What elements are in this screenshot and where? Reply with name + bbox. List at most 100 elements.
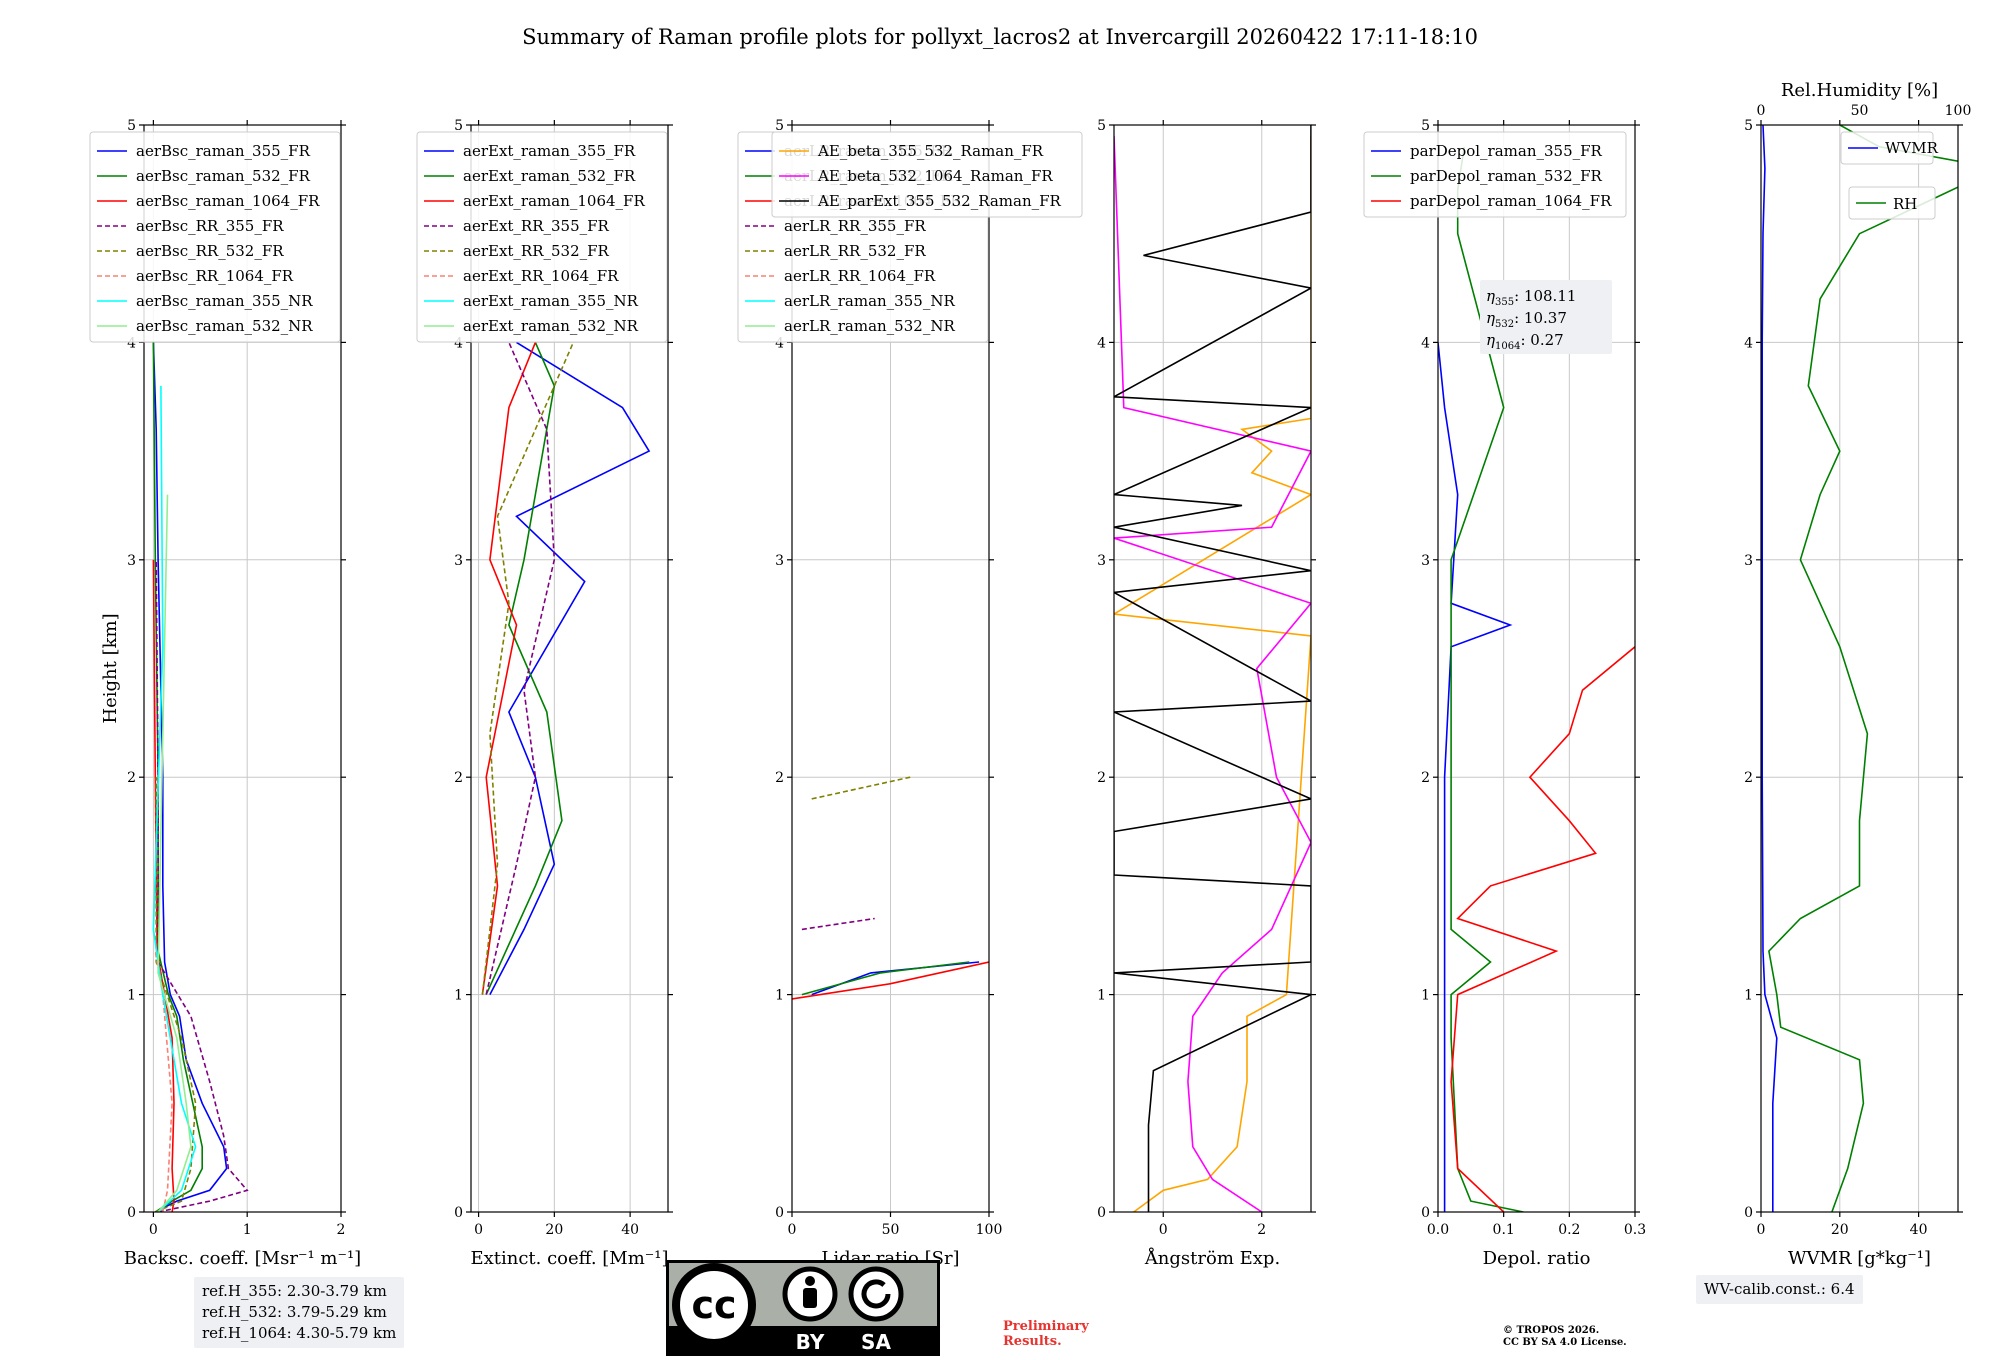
xtick-label-1: 20 bbox=[545, 1222, 563, 1238]
ytick-label-2: 2 bbox=[127, 770, 136, 786]
panel-backscatter: 0 1 2 3 4 5 0 1 2 Backsc. coeff. [Msr⁻¹ m⁻¹] Heigh… bbox=[89, 118, 361, 1269]
legend-label-parDepol_raman_1064_FR: parDepol_raman_1064_FR bbox=[1410, 192, 1612, 210]
ytick-label-4: 4 bbox=[1744, 335, 1753, 351]
series-aerLR_raman_355_FR bbox=[811, 961, 980, 996]
ytick-label-0: 0 bbox=[127, 1205, 136, 1221]
panel-extinction: 0 1 2 3 4 5 0 20 40 Extinct. coeff. [Mm⁻¹] aerExt_… bbox=[416, 118, 673, 1269]
legend-label-aerLR_raman_532_NR: aerLR_raman_532_NR bbox=[784, 317, 955, 335]
legend-label-parDepol_raman_532_FR: parDepol_raman_532_FR bbox=[1410, 167, 1603, 185]
x-axis-label: WVMR [g*kg⁻¹] bbox=[1788, 1248, 1931, 1269]
series-aerLR_RR_532_FR bbox=[811, 776, 911, 800]
cc-sa-label: SA bbox=[861, 1330, 891, 1354]
axes-frame-extinction bbox=[470, 124, 669, 1213]
legend-label-WVMR: WVMR bbox=[1885, 139, 1939, 157]
series-aerBsc_raman_532_NR bbox=[157, 494, 192, 1212]
axes-frame-backscatter bbox=[143, 124, 342, 1213]
ytick-label-3: 3 bbox=[454, 553, 463, 569]
legend-label-aerExt_raman_1064_FR: aerExt_raman_1064_FR bbox=[463, 192, 645, 210]
ytick-label-2: 2 bbox=[775, 770, 784, 786]
legend-label-aerExt_raman_355_NR: aerExt_raman_355_NR bbox=[463, 292, 639, 310]
top-axis-label: Rel.Humidity [%] bbox=[1781, 80, 1938, 101]
legend-label-AE_beta_355_532_Raman_FR: AE_beta_355_532_Raman_FR bbox=[817, 142, 1044, 160]
ytick-label-3: 3 bbox=[1744, 553, 1753, 569]
xtick-label-0: 0 bbox=[474, 1222, 483, 1238]
xtick-label-1: 20 bbox=[1831, 1222, 1849, 1238]
preliminary-results-note: Preliminary Results. bbox=[1003, 1319, 1089, 1349]
ytick-label-0: 0 bbox=[1097, 1205, 1106, 1221]
ytick-label-3: 3 bbox=[1097, 553, 1106, 569]
top-tick-label-1: 50 bbox=[1851, 103, 1869, 119]
legend-label-AE_beta_532_1064_Raman_FR: AE_beta_532_1064_Raman_FR bbox=[817, 167, 1053, 185]
x-axis-label: Ångström Exp. bbox=[1144, 1247, 1280, 1269]
ytick-label-0: 0 bbox=[1744, 1205, 1753, 1221]
legend-label-aerExt_RR_355_FR: aerExt_RR_355_FR bbox=[463, 217, 610, 235]
series-aerBsc_RR_532_FR bbox=[154, 777, 197, 1212]
ytick-label-1: 1 bbox=[775, 988, 784, 1004]
series-aerLR_raman_532_FR bbox=[801, 961, 970, 996]
series-aerExt_RR_532_FR bbox=[481, 342, 575, 995]
series-AE_beta_532_1064_Raman_FR bbox=[1114, 135, 1311, 1212]
legend-label-aerBsc_RR_532_FR: aerBsc_RR_532_FR bbox=[136, 242, 284, 260]
ytick-label-5: 5 bbox=[1421, 118, 1430, 134]
wv-calibration-text: WV-calib.const.: 6.4 bbox=[1704, 1280, 1855, 1298]
xtick-label-1: 2 bbox=[1257, 1222, 1266, 1238]
reference-height-note: ref.H_355: 2.30-3.79 km ref.H_532: 3.79-5… bbox=[194, 1277, 405, 1348]
ytick-label-4: 4 bbox=[1421, 335, 1430, 351]
legend-label-aerBsc_raman_532_FR: aerBsc_raman_532_FR bbox=[136, 167, 311, 185]
ytick-label-2: 2 bbox=[1097, 770, 1106, 786]
ytick-label-5: 5 bbox=[454, 118, 463, 134]
legend-backscatter: aerBsc_raman_355_FR aerBsc_raman_532_FRae… bbox=[89, 131, 341, 343]
xtick-label-0: 0 bbox=[788, 1222, 797, 1238]
legend-label-aerBsc_RR_355_FR: aerBsc_RR_355_FR bbox=[136, 217, 284, 235]
legend-label-aerBsc_raman_1064_FR: aerBsc_raman_1064_FR bbox=[136, 192, 320, 210]
xtick-label-0: 0 bbox=[1757, 1222, 1766, 1238]
legend-box bbox=[1840, 131, 1934, 165]
xtick-label-0: 0.0 bbox=[1427, 1222, 1449, 1238]
ytick-label-0: 0 bbox=[775, 1205, 784, 1221]
series-WVMR bbox=[1761, 125, 1778, 1212]
ytick-label-1: 1 bbox=[1421, 988, 1430, 1004]
legend-box bbox=[1848, 186, 1936, 220]
top-tick-label-2: 100 bbox=[1945, 103, 1972, 119]
ytick-label-0: 0 bbox=[1421, 1205, 1430, 1221]
series-AE_parExt_355_532_Raman_FR bbox=[1114, 125, 1311, 1212]
legend-label-aerLR_RR_355_FR: aerLR_RR_355_FR bbox=[784, 217, 926, 235]
cc-license-badge[interactable]: cc BY SA bbox=[666, 1260, 940, 1356]
panel-depolarization: 0 1 2 3 4 5 0.0 0.1 0.2 0.3 Depol. ratio parDepol_r… bbox=[1363, 118, 1646, 1269]
series-aerExt_raman_355_FR bbox=[489, 341, 651, 995]
legend-label-aerBsc_raman_532_NR: aerBsc_raman_532_NR bbox=[136, 317, 313, 335]
figure-title: Summary of Raman profile plots for polly… bbox=[522, 25, 1478, 49]
attribution-body bbox=[803, 1288, 817, 1308]
series-aerBsc_raman_355_NR bbox=[152, 385, 197, 1212]
eta-532: η532: 10.37 bbox=[1486, 309, 1567, 330]
legend-label-aerExt_raman_532_FR: aerExt_raman_532_FR bbox=[463, 167, 636, 185]
legend-label-aerBsc_RR_1064_FR: aerBsc_RR_1064_FR bbox=[136, 267, 294, 285]
legend-label-aerLR_raman_355_NR: aerLR_raman_355_NR bbox=[784, 292, 955, 310]
legend-water_vapor-wvmr: WVMR bbox=[1840, 131, 1939, 165]
legend-label-aerExt_RR_1064_FR: aerExt_RR_1064_FR bbox=[463, 267, 619, 285]
ytick-label-3: 3 bbox=[1421, 553, 1430, 569]
legend-box bbox=[89, 131, 341, 343]
axes-frame-water_vapor bbox=[1760, 124, 1959, 1213]
series-parDepol_raman_532_FR bbox=[1450, 146, 1524, 1212]
series-RH bbox=[1768, 125, 1958, 1212]
ytick-label-5: 5 bbox=[1097, 118, 1106, 134]
series-group-lidar_ratio bbox=[792, 776, 989, 1000]
ytick-label-4: 4 bbox=[127, 335, 136, 351]
legend-label-aerExt_RR_532_FR: aerExt_RR_532_FR bbox=[463, 242, 610, 260]
legend-box bbox=[416, 131, 668, 343]
share-alike-arrow bbox=[861, 1279, 891, 1309]
series-group-depolarization bbox=[1438, 146, 1635, 1212]
reference-height-text: ref.H_355: 2.30-3.79 km ref.H_532: 3.79-5… bbox=[202, 1282, 397, 1342]
legend-label-parDepol_raman_355_FR: parDepol_raman_355_FR bbox=[1410, 142, 1603, 160]
xtick-label-0: 0 bbox=[149, 1222, 158, 1238]
series-group-extinction bbox=[481, 341, 651, 995]
legend-label-aerBsc_raman_355_NR: aerBsc_raman_355_NR bbox=[136, 292, 313, 310]
series-AE_beta_355_532_Raman_FR bbox=[1114, 135, 1311, 1212]
ytick-label-1: 1 bbox=[454, 988, 463, 1004]
